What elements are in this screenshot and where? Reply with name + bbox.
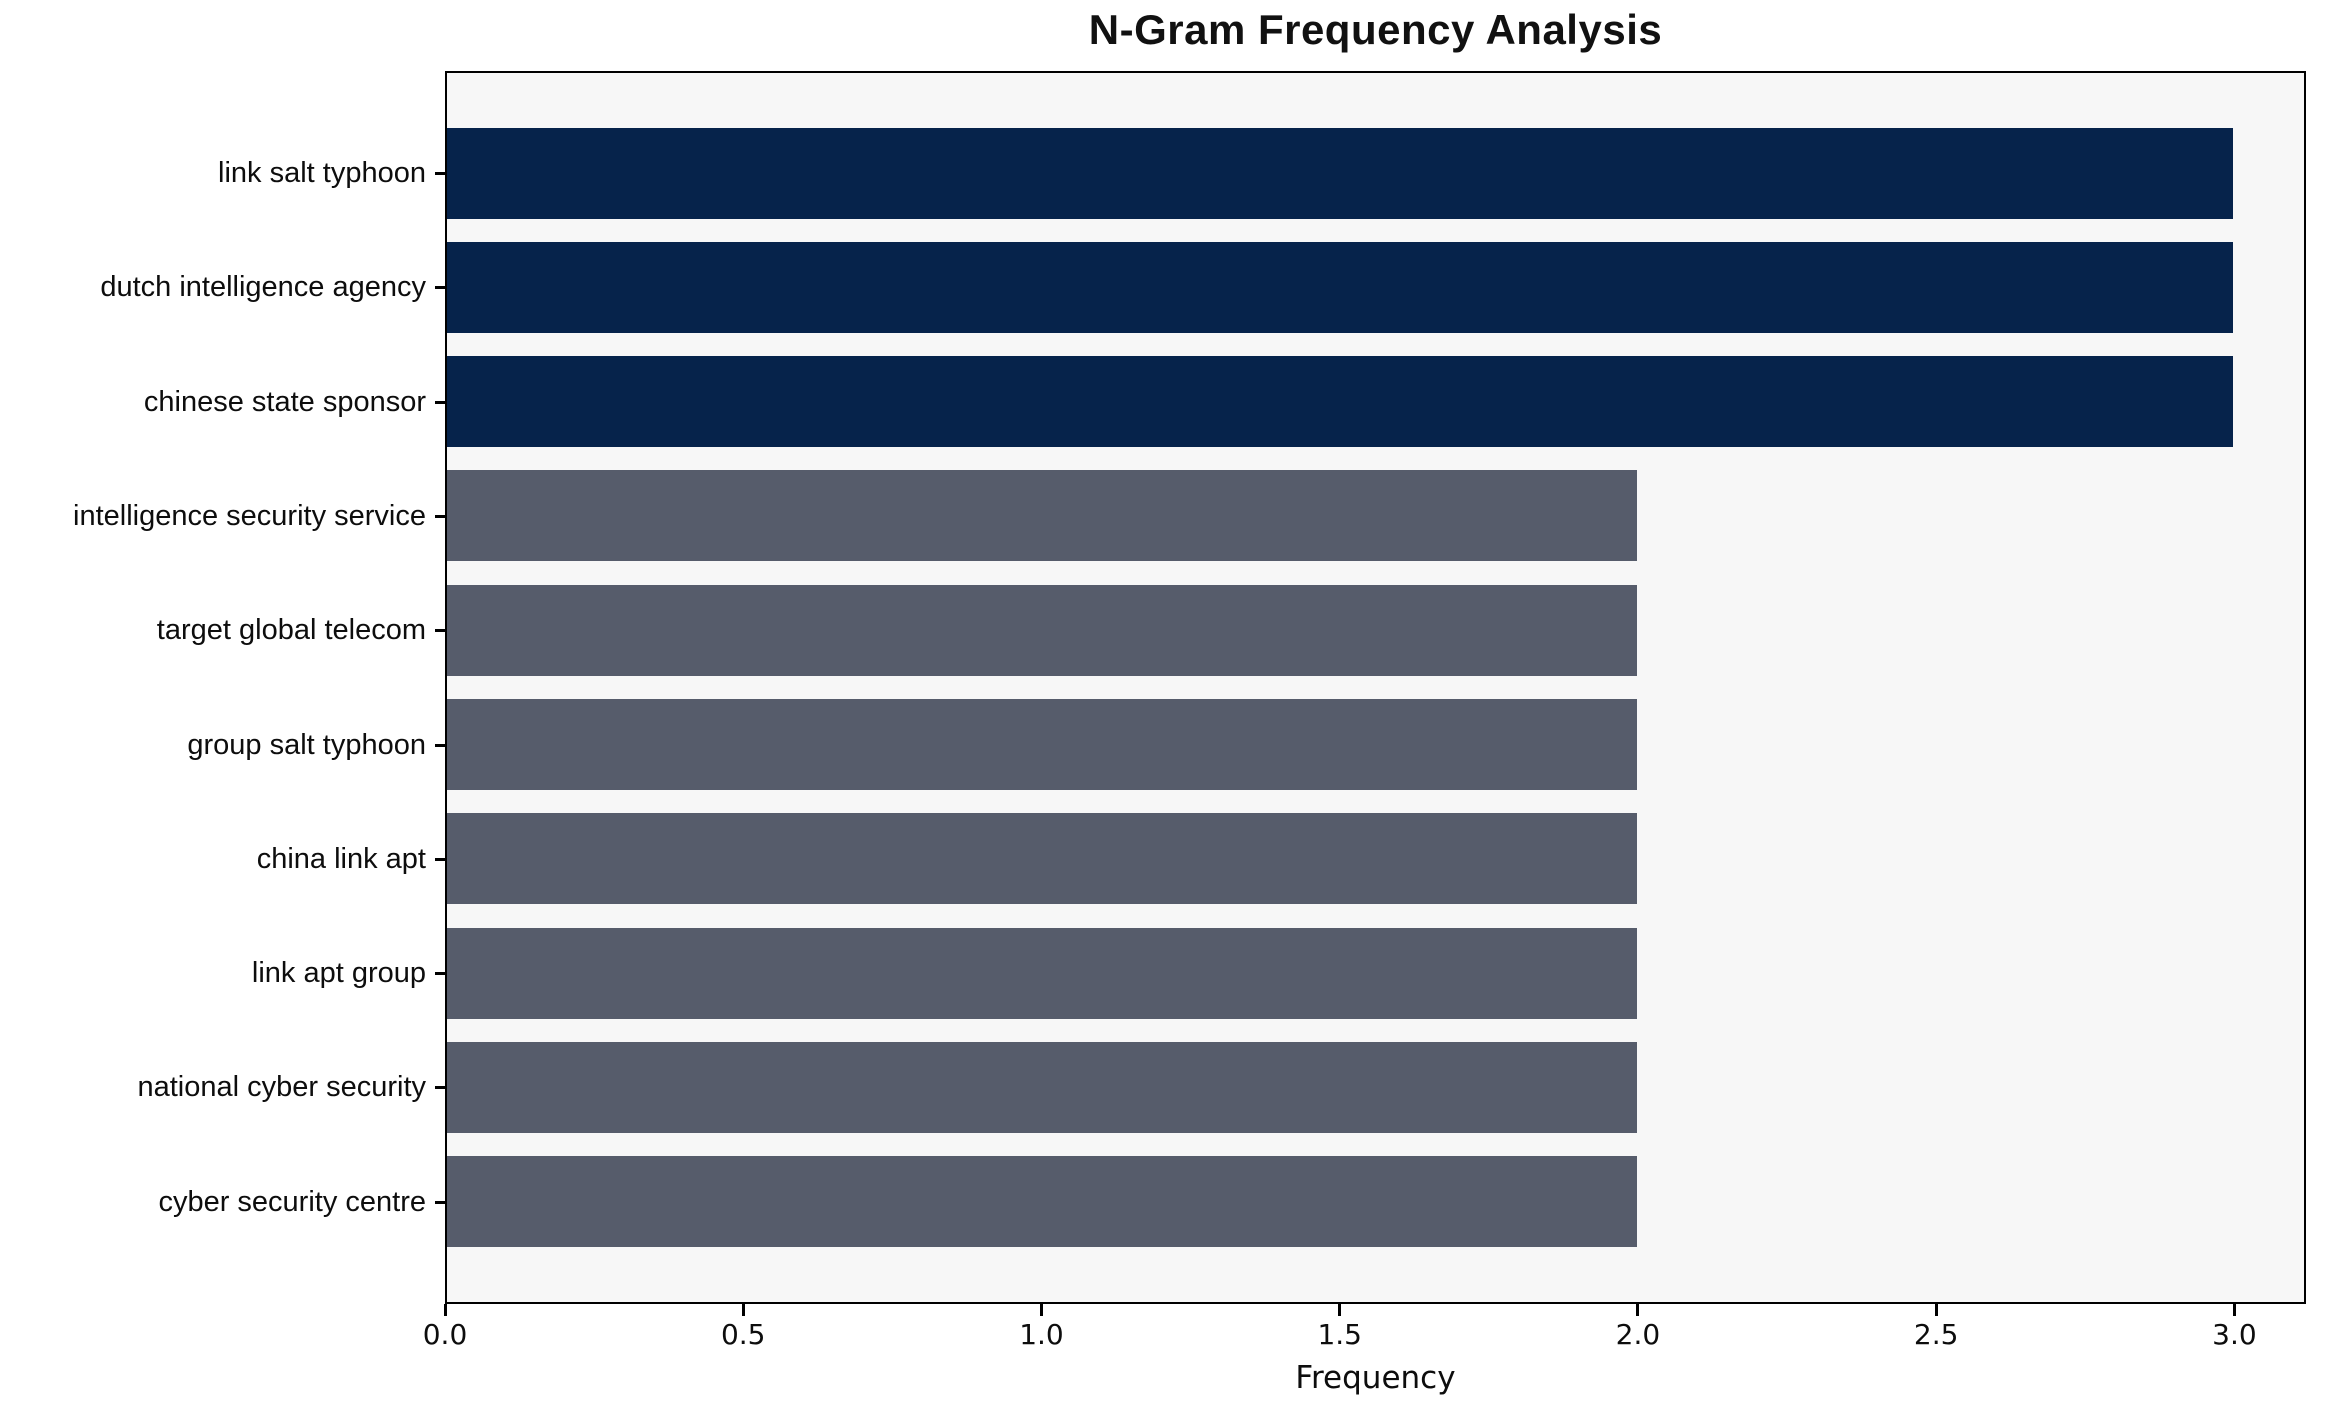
x-tick-label: 0.5 bbox=[720, 1318, 766, 1351]
x-tick-label: 2.0 bbox=[1615, 1318, 1661, 1351]
y-tick-mark bbox=[435, 857, 445, 861]
x-tick-mark bbox=[1338, 1304, 1342, 1316]
y-tick-mark bbox=[435, 400, 445, 404]
bar bbox=[447, 127, 2233, 219]
bar bbox=[447, 699, 1638, 790]
y-tick-label: dutch intelligence agency bbox=[100, 271, 426, 304]
y-tick-label: chinese state sponsor bbox=[143, 385, 426, 418]
bar bbox=[447, 813, 1638, 905]
bar bbox=[447, 1041, 1638, 1133]
y-tick-label: china link apt bbox=[256, 842, 426, 875]
bar bbox=[447, 470, 1638, 562]
x-tick-mark bbox=[741, 1304, 745, 1316]
bar bbox=[447, 584, 1638, 676]
x-tick-label: 2.5 bbox=[1913, 1318, 1959, 1351]
x-tick-mark bbox=[2232, 1304, 2236, 1316]
y-tick-label: national cyber security bbox=[137, 1071, 426, 1104]
y-tick-mark bbox=[435, 286, 445, 290]
y-tick-label: link apt group bbox=[251, 957, 426, 990]
y-tick-mark bbox=[435, 629, 445, 633]
x-tick-label: 1.0 bbox=[1019, 1318, 1064, 1351]
x-tick-label: 1.5 bbox=[1317, 1318, 1362, 1351]
y-tick-mark bbox=[435, 1086, 445, 1090]
bar bbox=[447, 356, 2233, 448]
y-tick-mark bbox=[435, 172, 445, 175]
x-tick-mark bbox=[1636, 1304, 1640, 1316]
chart-title: N-Gram Frequency Analysis bbox=[1088, 6, 1663, 53]
y-tick-label: target global telecom bbox=[156, 614, 426, 647]
bar bbox=[447, 927, 1638, 1019]
y-tick-label: link salt typhoon bbox=[218, 157, 426, 189]
x-tick-mark bbox=[1934, 1304, 1938, 1316]
y-tick-mark bbox=[435, 1200, 445, 1204]
y-tick-label: intelligence security service bbox=[73, 499, 426, 532]
x-tick-mark bbox=[1039, 1304, 1043, 1316]
x-axis-title: Frequency bbox=[1295, 1360, 1456, 1396]
bar bbox=[447, 1156, 1638, 1248]
x-tick-label: 3.0 bbox=[2212, 1318, 2257, 1351]
bar bbox=[447, 241, 2233, 333]
y-tick-mark bbox=[435, 972, 445, 976]
x-tick-label: 0.0 bbox=[422, 1318, 468, 1351]
plot-area bbox=[445, 71, 2306, 1304]
y-tick-label: group salt typhoon bbox=[187, 728, 426, 761]
y-tick-mark bbox=[435, 514, 445, 518]
y-tick-label: cyber security centre bbox=[158, 1185, 426, 1218]
x-tick-mark bbox=[443, 1304, 447, 1316]
y-tick-mark bbox=[435, 743, 445, 747]
